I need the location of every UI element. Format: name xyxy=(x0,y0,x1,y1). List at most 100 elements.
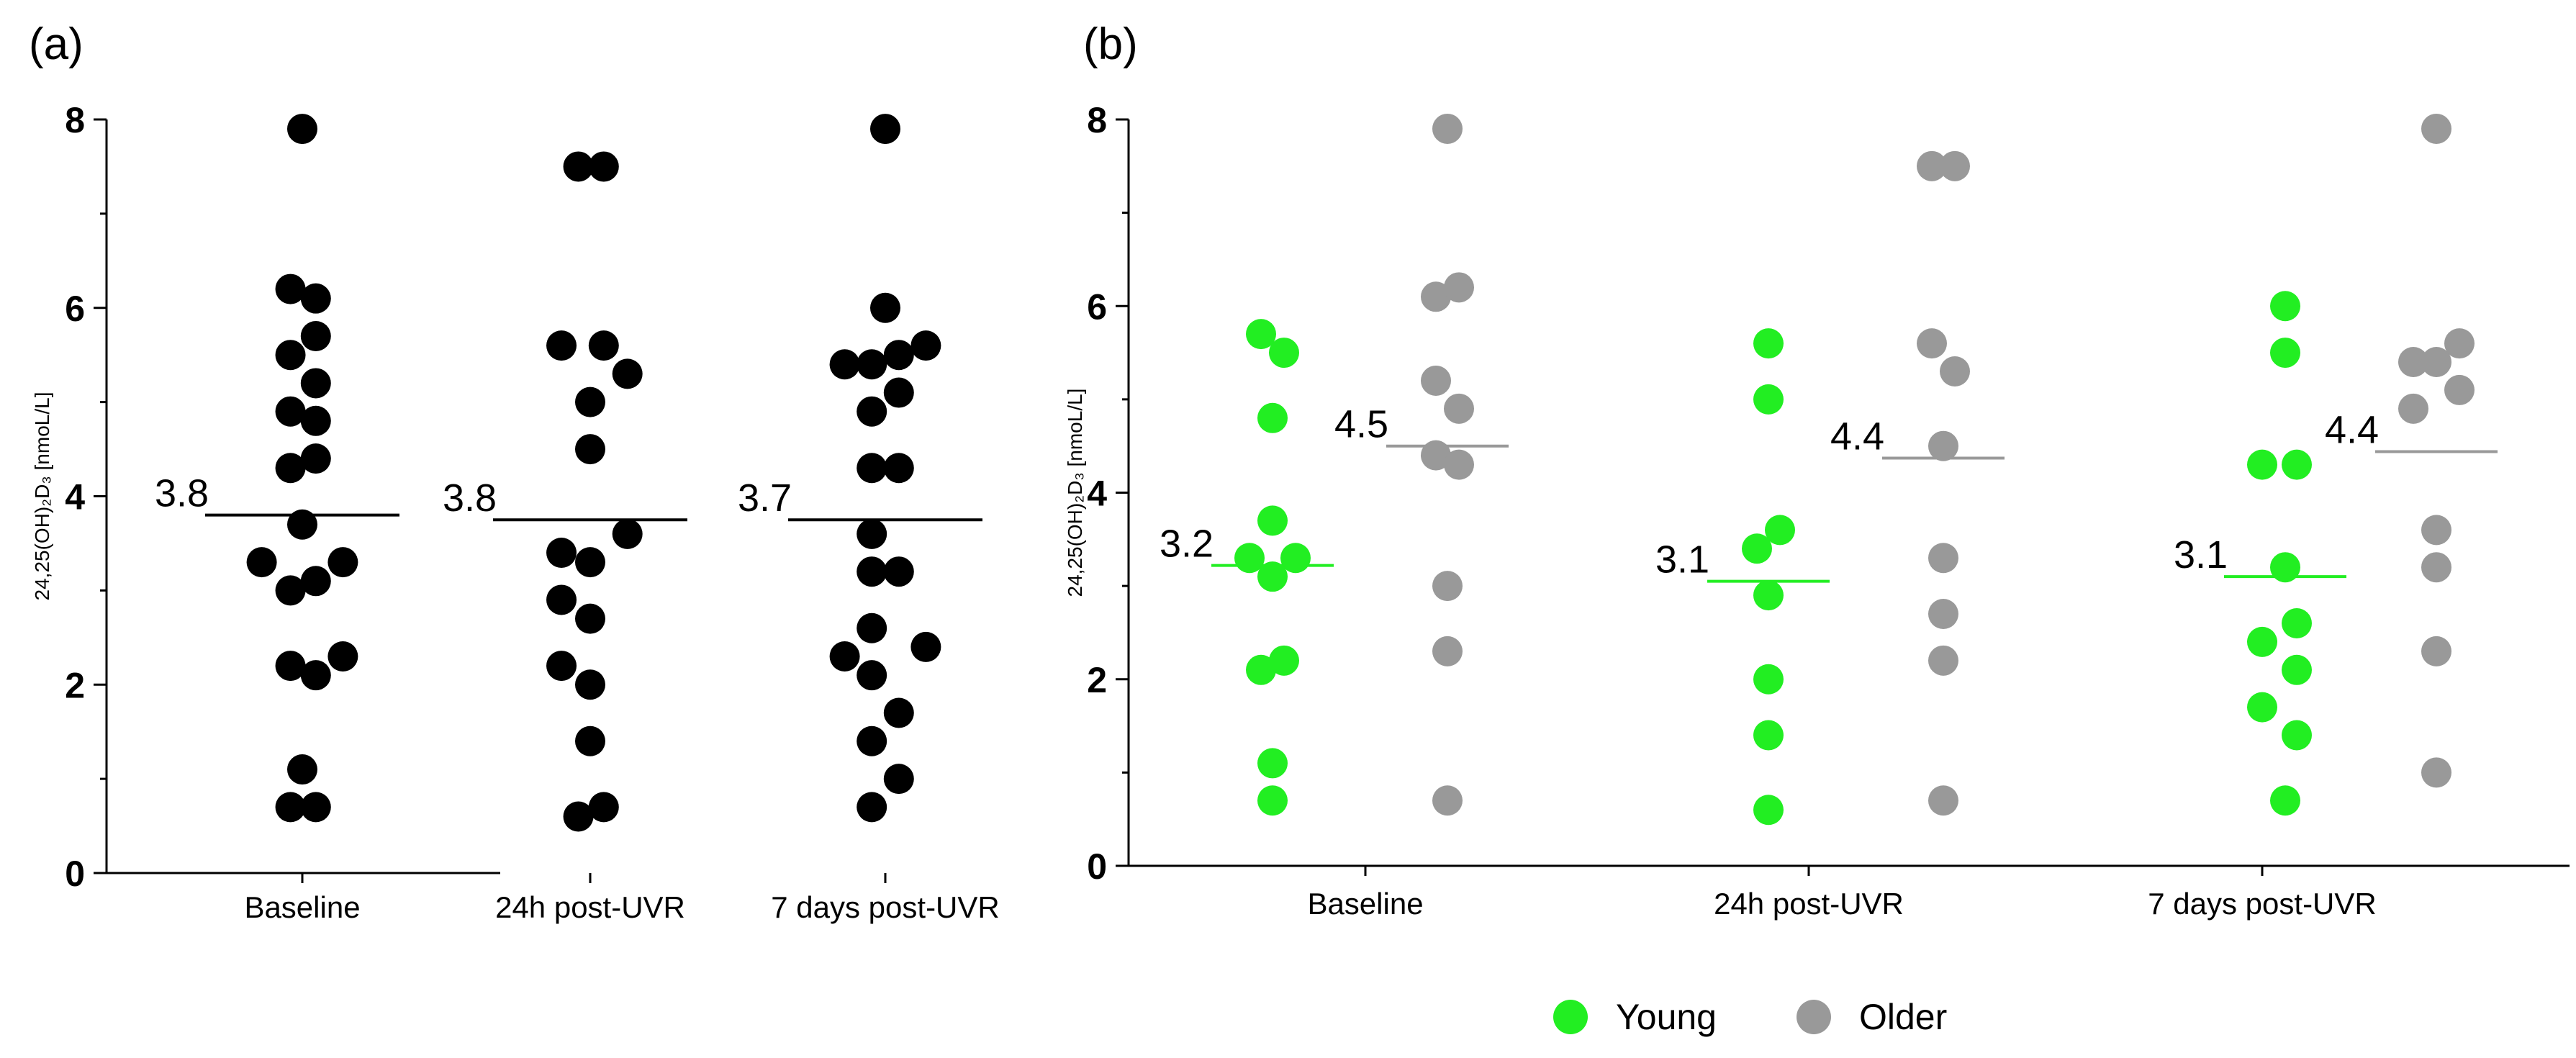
data-point xyxy=(2421,636,2451,666)
data-point xyxy=(2270,785,2300,816)
mean-label: 3.1 xyxy=(1655,538,1709,582)
panel-b-axes: 0 2 4 6 8 24,25(OH)₂D₃ [nmoL/L] Baseline 24h po… xyxy=(1064,100,2570,921)
data-point xyxy=(857,725,887,756)
panel-b: (b) 0 2 4 6 8 24,25(OH)₂D₃ [nmoL/L] Baseline 24… xyxy=(1064,19,2570,921)
data-point xyxy=(1928,430,1958,461)
data-point xyxy=(2270,291,2300,322)
y-axis-title: 24,25(OH)₂D₃ [nmoL/L] xyxy=(31,392,53,601)
data-point xyxy=(1928,785,1958,816)
mean-label: 3.2 xyxy=(1160,523,1214,566)
data-point xyxy=(300,283,331,314)
x-tick-label: 7 days post-UVR xyxy=(771,890,999,924)
data-point xyxy=(588,792,619,823)
data-point xyxy=(1246,654,1276,685)
data-point xyxy=(1257,561,1288,592)
data-point xyxy=(2444,374,2475,405)
data-point xyxy=(1765,515,1795,546)
data-point xyxy=(2421,515,2451,546)
data-point xyxy=(546,538,577,569)
data-point xyxy=(2247,626,2277,657)
data-point xyxy=(883,453,914,484)
y-tick-label: 4 xyxy=(1087,474,1107,514)
mean-label: 3.8 xyxy=(443,476,497,520)
data-point xyxy=(563,801,594,832)
data-point xyxy=(1246,319,1276,350)
data-point xyxy=(883,556,914,587)
data-point xyxy=(1269,338,1299,369)
data-point xyxy=(910,631,941,662)
y-tick-label: 6 xyxy=(1087,286,1107,327)
data-point xyxy=(300,566,331,597)
mean-label: 4.4 xyxy=(2325,408,2379,451)
data-point xyxy=(275,651,306,682)
legend-young-label: Young xyxy=(1616,997,1717,1037)
x-tick-label: Baseline xyxy=(1307,887,1423,921)
data-point xyxy=(2398,347,2428,378)
data-point xyxy=(2421,113,2451,144)
data-point xyxy=(2270,338,2300,369)
data-point xyxy=(300,321,331,352)
panel-a: (a) 0 2 4 6 8 24,25(OH)₂D₃ [nmoL/L] Baseline 24… xyxy=(29,19,1000,924)
data-point xyxy=(575,386,605,417)
data-point xyxy=(1257,748,1288,779)
data-point xyxy=(870,114,900,145)
data-point xyxy=(575,547,605,578)
data-point xyxy=(2282,607,2312,638)
legend-older-marker xyxy=(1797,1000,1831,1034)
y-tick-label: 2 xyxy=(65,665,85,705)
mean-label: 3.8 xyxy=(155,472,209,515)
data-point xyxy=(2282,654,2312,685)
data-point xyxy=(857,792,887,823)
mean-label: 3.7 xyxy=(738,476,792,520)
legend-older-label: Older xyxy=(1859,997,1947,1037)
y-tick-label: 2 xyxy=(1087,660,1107,700)
data-point xyxy=(300,443,331,474)
data-point xyxy=(546,651,577,682)
data-point xyxy=(275,340,306,371)
data-point xyxy=(857,453,887,484)
data-point xyxy=(1753,664,1784,695)
data-point xyxy=(246,547,277,578)
panel-a-marks: 3.8 3.8 3.7 xyxy=(155,114,982,832)
y-tick-label: 0 xyxy=(1087,846,1107,887)
data-point xyxy=(829,641,860,672)
data-point xyxy=(1421,440,1451,471)
data-point xyxy=(546,330,577,361)
x-tick-label: Baseline xyxy=(244,890,360,924)
data-point xyxy=(575,669,605,700)
mean-label: 3.1 xyxy=(2174,533,2228,577)
data-point xyxy=(1421,281,1451,312)
data-point xyxy=(1753,580,1784,611)
data-point xyxy=(857,612,887,643)
data-point xyxy=(1432,113,1463,144)
data-point xyxy=(275,453,306,484)
x-tick-label: 24h post-UVR xyxy=(495,890,685,924)
mean-label: 4.4 xyxy=(1830,415,1884,458)
data-point xyxy=(2398,393,2428,424)
data-point xyxy=(2282,720,2312,751)
data-point xyxy=(2444,328,2475,359)
data-point xyxy=(1753,328,1784,359)
data-point xyxy=(1421,365,1451,396)
data-point xyxy=(857,349,887,380)
data-point xyxy=(612,358,643,389)
data-point xyxy=(1753,720,1784,751)
panel-b-label: (b) xyxy=(1083,19,1138,69)
data-point xyxy=(1444,449,1474,480)
data-point xyxy=(275,575,306,606)
data-point xyxy=(1257,505,1288,536)
data-point xyxy=(275,396,306,427)
data-point xyxy=(910,330,941,361)
data-point xyxy=(300,405,331,436)
data-point xyxy=(870,292,900,323)
data-point xyxy=(1432,571,1463,602)
data-point xyxy=(1940,356,1970,386)
data-point xyxy=(883,377,914,408)
data-point xyxy=(300,368,331,399)
data-point xyxy=(1928,645,1958,676)
data-point xyxy=(2421,347,2451,378)
data-point xyxy=(1444,393,1474,424)
data-point xyxy=(588,151,619,182)
data-point xyxy=(275,792,306,823)
data-point xyxy=(857,518,887,549)
